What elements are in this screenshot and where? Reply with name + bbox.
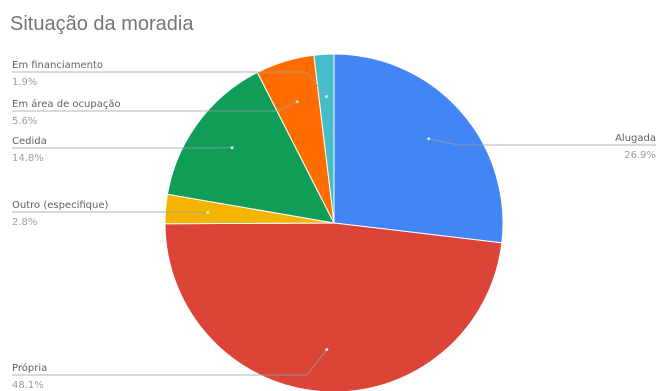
slice-label-4: Cedida bbox=[12, 136, 47, 147]
leader-anchor-4 bbox=[230, 146, 234, 150]
pie-slices bbox=[164, 53, 504, 391]
slice-value-4: 14.8% bbox=[12, 153, 44, 164]
slice-label-3: Outro (especifique) bbox=[12, 200, 108, 211]
leader-anchor-1 bbox=[427, 137, 431, 141]
leader-line-2 bbox=[12, 349, 328, 376]
pie-labels: Alugada 26.9% Própria 48.1% Outro (especifiq… bbox=[12, 60, 656, 391]
slice-label-6: Em financiamento bbox=[12, 60, 103, 71]
leader-anchor-5 bbox=[295, 100, 299, 104]
slice-label-5: Em área de ocupação bbox=[12, 98, 121, 110]
slice-value-1: 26.9% bbox=[624, 150, 656, 161]
leader-anchor-2 bbox=[325, 348, 329, 352]
slice-value-5: 5.6% bbox=[12, 116, 37, 127]
pie-slice-6 bbox=[313, 53, 335, 224]
slice-value-3: 2.8% bbox=[12, 217, 37, 228]
chart-title: Situação da moradia bbox=[10, 13, 194, 35]
slice-value-2: 48.1% bbox=[12, 380, 44, 391]
leader-line-6 bbox=[12, 71, 327, 97]
pie-slice-4 bbox=[166, 71, 335, 224]
leader-anchor-6 bbox=[324, 94, 328, 98]
leader-line-1 bbox=[428, 138, 656, 146]
pie-slice-2 bbox=[164, 222, 503, 391]
slice-value-6: 1.9% bbox=[12, 77, 37, 88]
slice-label-1: Alugada bbox=[615, 133, 656, 144]
leader-line-5 bbox=[12, 101, 298, 112]
leader-anchor-3 bbox=[206, 210, 210, 214]
slice-label-2: Própria bbox=[12, 362, 47, 374]
pie-slice-1 bbox=[333, 53, 504, 244]
